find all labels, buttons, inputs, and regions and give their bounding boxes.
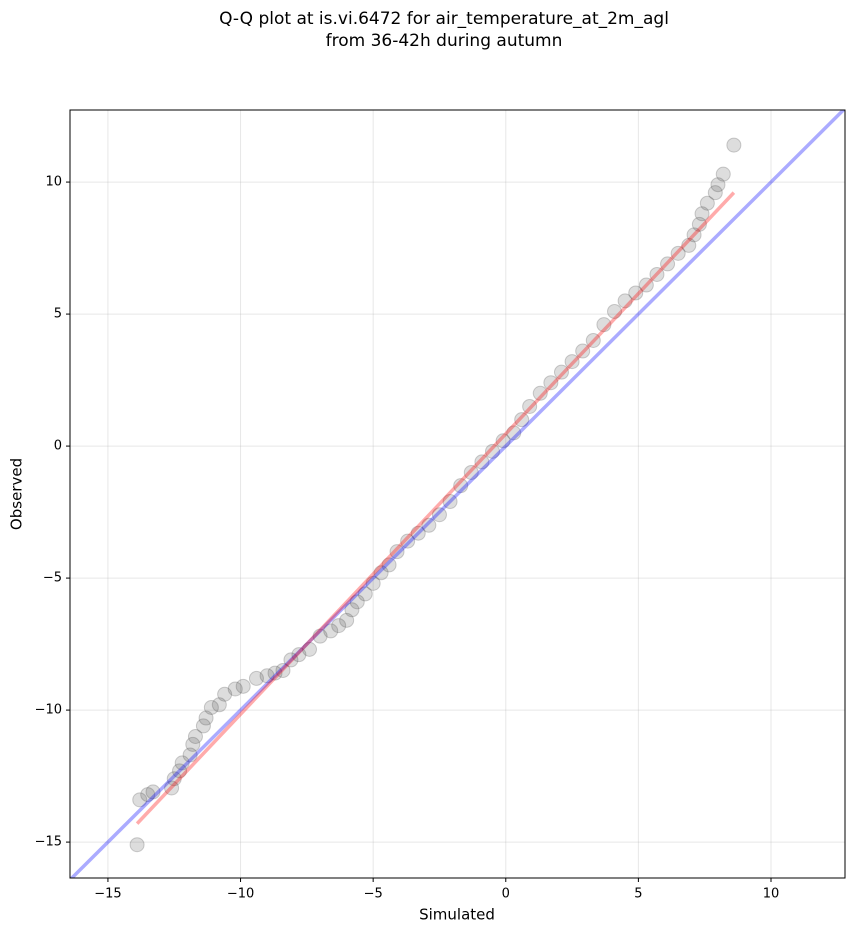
point bbox=[691, 216, 707, 232]
y-tick-label: 5 bbox=[54, 307, 62, 322]
point bbox=[681, 237, 697, 253]
x-tick-label: 0 bbox=[502, 887, 510, 902]
point bbox=[389, 544, 405, 560]
point bbox=[585, 332, 601, 348]
axes-frame bbox=[69, 109, 846, 879]
point bbox=[699, 195, 715, 211]
point bbox=[198, 710, 214, 726]
point bbox=[373, 565, 389, 581]
point bbox=[339, 612, 355, 628]
point bbox=[283, 652, 299, 668]
x-tick-label: −15 bbox=[94, 887, 121, 902]
point bbox=[195, 718, 211, 734]
point bbox=[553, 364, 569, 380]
point bbox=[474, 454, 490, 470]
point bbox=[463, 464, 479, 480]
point bbox=[707, 185, 723, 201]
chart-title: from 36-42h during autumn bbox=[326, 31, 563, 51]
axes: −15 −10 −5 0 5 10 −15 −10 −5 0 5 10 bbox=[35, 175, 780, 902]
point bbox=[564, 354, 580, 370]
x-tick-label: −10 bbox=[227, 887, 254, 902]
point bbox=[431, 507, 447, 523]
point bbox=[638, 277, 654, 293]
reference-line bbox=[70, 110, 845, 878]
point bbox=[185, 736, 201, 752]
point bbox=[174, 755, 190, 771]
point bbox=[485, 443, 501, 459]
reference-line bbox=[135, 191, 736, 825]
grid bbox=[70, 110, 845, 878]
point bbox=[694, 206, 710, 222]
plot-area bbox=[70, 110, 845, 878]
point bbox=[522, 398, 538, 414]
point bbox=[421, 517, 437, 533]
point bbox=[686, 227, 702, 243]
point bbox=[344, 602, 360, 618]
point bbox=[291, 647, 307, 663]
point bbox=[140, 787, 156, 803]
x-tick-label: 10 bbox=[763, 887, 780, 902]
point bbox=[710, 177, 726, 193]
point bbox=[275, 662, 291, 678]
point bbox=[349, 594, 365, 610]
point bbox=[410, 525, 426, 541]
point bbox=[506, 425, 522, 441]
y-tick-label: −15 bbox=[35, 835, 62, 850]
point bbox=[660, 256, 676, 272]
point bbox=[211, 697, 227, 713]
point bbox=[182, 747, 198, 763]
point bbox=[670, 245, 686, 261]
point bbox=[235, 678, 251, 694]
point bbox=[331, 618, 347, 634]
point bbox=[132, 792, 148, 808]
point bbox=[187, 728, 203, 744]
point bbox=[164, 780, 180, 796]
point bbox=[617, 293, 633, 309]
point bbox=[172, 763, 188, 779]
x-tick-label: −5 bbox=[364, 887, 383, 902]
point bbox=[607, 303, 623, 319]
point bbox=[259, 668, 275, 684]
point bbox=[596, 317, 612, 333]
point bbox=[628, 285, 644, 301]
y-tick-label: 0 bbox=[54, 439, 62, 454]
point bbox=[649, 266, 665, 282]
point bbox=[453, 478, 469, 494]
y-axis-label: Observed bbox=[8, 458, 26, 530]
point bbox=[495, 433, 511, 449]
point bbox=[248, 670, 264, 686]
point bbox=[129, 837, 145, 853]
y-tick-label: −5 bbox=[43, 571, 62, 586]
point bbox=[166, 771, 182, 787]
point bbox=[357, 586, 373, 602]
point bbox=[575, 343, 591, 359]
point bbox=[400, 533, 416, 549]
x-tick-label: 5 bbox=[634, 887, 642, 902]
y-tick-label: −10 bbox=[35, 703, 62, 718]
point bbox=[227, 681, 243, 697]
point bbox=[312, 628, 328, 644]
point bbox=[715, 166, 731, 182]
point bbox=[381, 557, 397, 573]
x-axis-label: Simulated bbox=[419, 906, 495, 924]
point bbox=[365, 575, 381, 591]
point bbox=[302, 641, 318, 657]
point bbox=[203, 699, 219, 715]
y-tick-label: 10 bbox=[45, 175, 62, 190]
point bbox=[726, 137, 742, 153]
point bbox=[145, 784, 161, 800]
chart-title: Q-Q plot at is.vi.6472 for air_temperatu… bbox=[219, 9, 669, 29]
point bbox=[514, 412, 530, 428]
point bbox=[442, 494, 458, 510]
point bbox=[532, 385, 548, 401]
point bbox=[267, 665, 283, 681]
point bbox=[323, 623, 339, 639]
point bbox=[217, 686, 233, 702]
point bbox=[543, 375, 559, 391]
